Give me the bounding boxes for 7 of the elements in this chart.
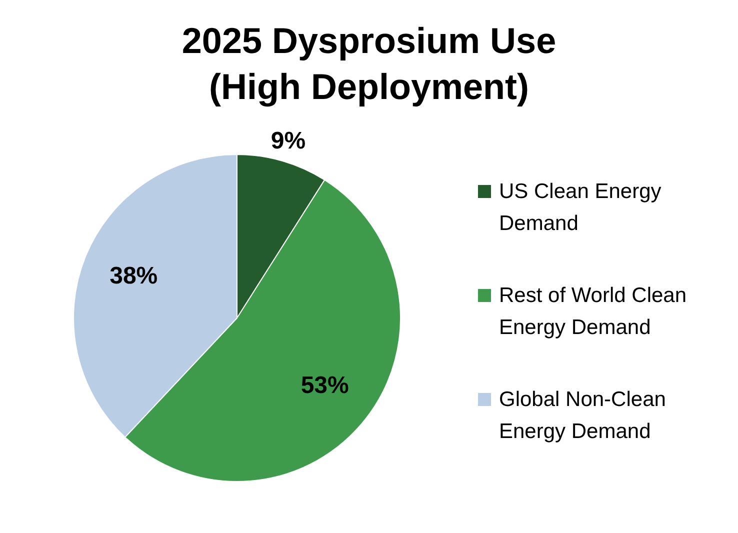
legend-label: US Clean Energy Demand (499, 179, 662, 237)
data-label: 38% (110, 262, 158, 290)
legend-label: Rest of World Clean Energy Demand (499, 283, 688, 341)
chart-title: 2025 Dysprosium Use (High Deployment) (180, 19, 558, 109)
data-label: 9% (270, 127, 306, 154)
legend-label: Global Non-Clean Energy Demand (499, 387, 667, 445)
data-label: 53% (300, 372, 349, 399)
